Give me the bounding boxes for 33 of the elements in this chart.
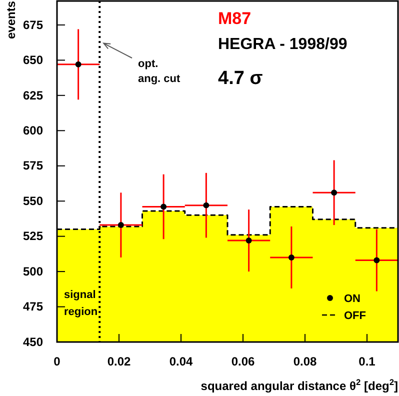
y-tick-label: 650 (22, 53, 44, 68)
y-tick-label: 525 (22, 229, 44, 244)
x-tick-label: 0 (54, 354, 61, 369)
x-tick-label: 0.1 (358, 354, 376, 369)
legend-label: ON (344, 293, 361, 305)
point (331, 190, 338, 196)
x-tick-label: 0.02 (107, 354, 131, 369)
x-axis-title: squared angular distance θ$^{2}$ [deg$^{2}$] (200, 377, 398, 393)
y-tick-label: 600 (22, 123, 44, 138)
point (203, 202, 210, 208)
y-tick-label: 475 (22, 300, 44, 314)
y-tick-label: 550 (22, 194, 44, 208)
point (288, 254, 294, 260)
point (374, 257, 380, 264)
point (118, 222, 124, 228)
annotation: 4.7 σ (218, 68, 263, 89)
x-tick-label: 0.08 (293, 354, 317, 369)
y-tick-label: 450 (22, 334, 44, 349)
annotation: signal region (64, 289, 98, 318)
x-tick-label: 0.04 (169, 354, 193, 369)
text: M87 (218, 9, 252, 28)
y-tick-label: 675 (22, 18, 44, 32)
point (160, 204, 167, 210)
y-tick-label: 500 (22, 264, 44, 278)
y-axis-title: events (4, 0, 18, 40)
y-tick-label: 625 (22, 88, 44, 102)
annotation: opt. ang. cut (138, 58, 181, 85)
x-tick-label: 0.06 (231, 354, 255, 369)
legend-label: OFF (344, 310, 366, 322)
point (75, 61, 82, 68)
y-tick-label: 575 (22, 158, 44, 173)
point (246, 238, 252, 244)
text: HEGRA - 1998/99 (218, 36, 348, 53)
